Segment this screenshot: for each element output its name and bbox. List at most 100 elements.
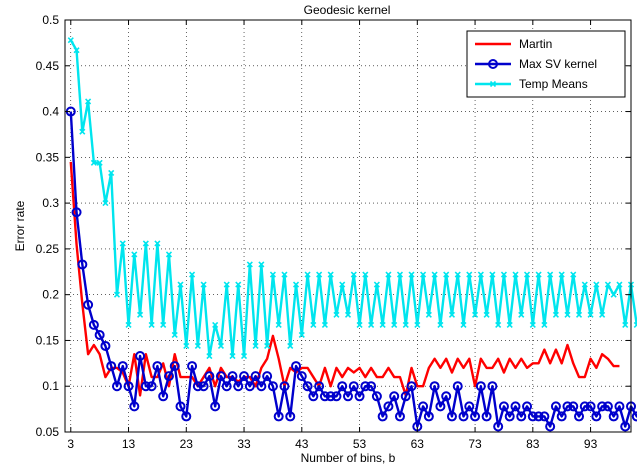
data-point [506, 321, 513, 328]
data-point [483, 311, 490, 318]
data-point [158, 391, 169, 402]
data-point [262, 371, 273, 382]
data-point [423, 411, 434, 422]
data-point [113, 291, 121, 298]
x-tick-label: 3 [67, 437, 74, 451]
data-point [481, 411, 492, 422]
data-point [558, 271, 565, 278]
data-point [188, 271, 196, 278]
data-point [90, 159, 97, 166]
data-point [314, 381, 325, 392]
data-point [348, 381, 359, 392]
data-point [111, 381, 122, 392]
data-point [383, 401, 394, 412]
data-point [240, 352, 248, 360]
data-point [579, 401, 590, 412]
data-point [512, 271, 519, 278]
x-tick-label: 73 [468, 437, 482, 451]
data-point [344, 311, 352, 318]
x-tick-label: 43 [295, 437, 309, 451]
data-point [183, 342, 190, 350]
data-point [362, 271, 369, 278]
data-point [258, 261, 265, 268]
series-max-sv-kernel [65, 106, 637, 432]
data-point [545, 421, 556, 432]
data-point [287, 342, 294, 350]
legend-item: Max SV kernel [475, 57, 597, 71]
data-point [129, 401, 140, 412]
data-point [429, 381, 440, 392]
data-point [233, 381, 244, 392]
data-point [394, 411, 405, 422]
data-point [562, 401, 573, 412]
data-point [67, 37, 74, 44]
data-point [452, 381, 463, 392]
data-point [523, 271, 531, 278]
data-point [71, 207, 82, 218]
data-point [235, 281, 242, 288]
data-point [556, 411, 567, 422]
data-point [597, 401, 608, 412]
data-point [146, 381, 157, 392]
data-point [568, 401, 579, 412]
data-point [443, 271, 450, 278]
data-point [88, 319, 99, 330]
data-point [298, 331, 305, 339]
data-point [221, 381, 232, 392]
data-point [510, 401, 521, 412]
y-tick-label: 0.15 [36, 333, 60, 347]
y-tick-label: 0.2 [42, 288, 59, 302]
data-point [516, 411, 527, 422]
data-point [522, 401, 533, 412]
legend-label: Max SV kernel [519, 57, 597, 71]
data-point [79, 128, 86, 135]
data-point [593, 281, 600, 288]
data-point [275, 321, 282, 328]
data-point [396, 271, 404, 278]
y-tick-label: 0.35 [36, 150, 60, 164]
data-point [285, 411, 296, 422]
data-point [616, 281, 623, 288]
data-point [102, 200, 109, 207]
data-point [331, 391, 342, 402]
y-tick-label: 0.4 [42, 105, 59, 119]
data-point [100, 340, 111, 351]
data-point [77, 259, 88, 270]
data-point [360, 381, 371, 392]
data-point [547, 271, 554, 278]
data-point [454, 271, 461, 278]
data-point [142, 240, 149, 247]
data-point [292, 281, 300, 288]
data-point [425, 311, 432, 318]
data-point [477, 271, 484, 278]
y-tick-label: 0.05 [36, 425, 60, 439]
data-point [310, 321, 317, 328]
data-point [181, 411, 192, 422]
data-point [498, 401, 509, 412]
data-point [246, 261, 253, 268]
x-axis-label: Number of bins, b [301, 451, 396, 465]
y-tick-label: 0.1 [42, 379, 59, 393]
data-point [83, 299, 94, 310]
data-point [373, 281, 380, 288]
data-point [200, 281, 207, 288]
legend-label: Martin [519, 37, 552, 51]
legend-marker [488, 59, 498, 69]
data-point [267, 381, 278, 392]
data-point [125, 321, 132, 328]
data-point [446, 411, 457, 422]
data-point [119, 240, 126, 247]
data-point [552, 311, 559, 318]
data-point [187, 361, 198, 372]
data-point [256, 381, 267, 392]
data-point [308, 391, 319, 402]
data-point [414, 321, 421, 328]
data-point [343, 391, 353, 402]
data-point [604, 281, 611, 288]
plot-border [64, 19, 632, 433]
data-point [564, 311, 571, 318]
legend-marker [489, 80, 497, 88]
data-point [169, 361, 180, 372]
data-point [437, 321, 444, 328]
x-tick-label: 83 [526, 437, 540, 451]
